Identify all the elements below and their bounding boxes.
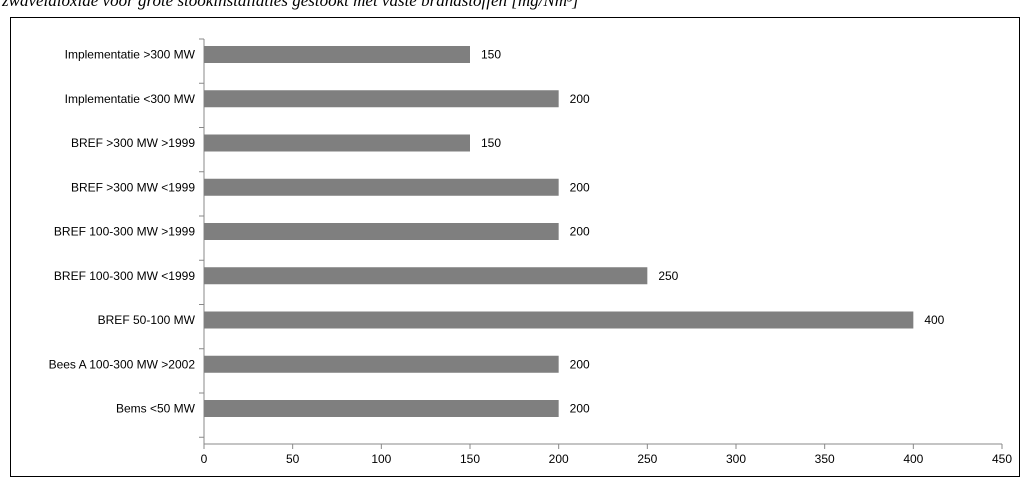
plot-area: 0 50 100 150 200 250 300 350 400 450 Implementatie… <box>49 38 1012 466</box>
data-label: 250 <box>658 269 678 283</box>
x-tick-label: 300 <box>726 452 746 466</box>
x-tick-label: 350 <box>815 452 835 466</box>
category-label: Implementatie <300 MW <box>65 92 196 106</box>
category-label: BREF >300 MW <1999 <box>71 180 195 194</box>
x-tick-label: 200 <box>549 452 569 466</box>
category-label: BREF 50-100 MW <box>98 313 196 327</box>
data-label: 150 <box>481 136 501 150</box>
bar <box>204 46 470 63</box>
category-label: BREF 100-300 MW <1999 <box>54 269 195 283</box>
x-tick-label: 450 <box>992 452 1012 466</box>
data-label: 200 <box>570 357 590 371</box>
data-label: 200 <box>570 180 590 194</box>
bar-chart: 0 50 100 150 200 250 300 350 400 450 Implementatie… <box>49 38 1012 466</box>
category-label: BREF 100-300 MW >1999 <box>54 225 195 239</box>
bar <box>204 134 470 152</box>
data-label: 400 <box>924 313 944 327</box>
bar <box>204 178 559 196</box>
x-tick-label: 400 <box>903 452 923 466</box>
category-label: Bees A 100-300 MW >2002 <box>49 357 196 371</box>
x-tick-label: 100 <box>371 452 391 466</box>
chart-title: zwaveldioxide voor grote stookinstallati… <box>2 0 579 10</box>
bar <box>204 223 559 240</box>
bar <box>204 267 648 285</box>
bar <box>204 400 559 417</box>
data-label: 200 <box>570 92 590 106</box>
x-tick-label: 0 <box>201 452 208 466</box>
category-label: BREF >300 MW >1999 <box>71 136 195 150</box>
bar <box>204 90 559 108</box>
data-label: 150 <box>481 48 501 62</box>
data-label: 200 <box>570 402 590 416</box>
x-tick-label: 150 <box>460 452 480 466</box>
bar <box>204 311 914 329</box>
x-tick-label: 50 <box>286 452 300 466</box>
bar <box>204 355 559 373</box>
category-label: Bems <50 MW <box>116 402 196 416</box>
category-label: Implementatie >300 MW <box>65 48 196 62</box>
x-tick-label: 250 <box>637 452 657 466</box>
data-label: 200 <box>570 225 590 239</box>
